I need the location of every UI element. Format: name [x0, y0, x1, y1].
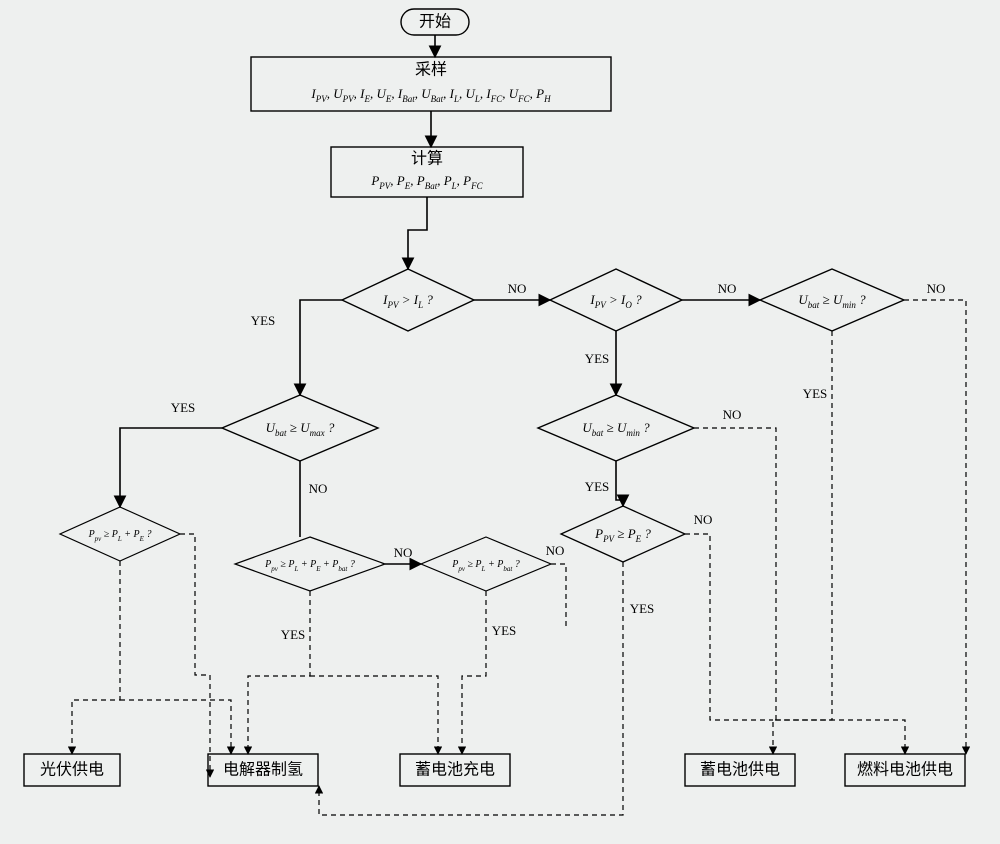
svg-text:YES: YES: [281, 627, 306, 642]
svg-text:NO: NO: [309, 481, 328, 496]
svg-text:YES: YES: [251, 313, 276, 328]
svg-text:NO: NO: [394, 545, 413, 560]
svg-text:YES: YES: [585, 479, 610, 494]
svg-text:YES: YES: [171, 400, 196, 415]
svg-text:YES: YES: [585, 351, 610, 366]
calc-title: 计算: [411, 149, 443, 168]
svg-text:NO: NO: [694, 512, 713, 527]
svg-text:电解器制氢: 电解器制氢: [223, 761, 303, 779]
flowchart: 开始 采样 IPV, UPV, IE, UE, IBat, UBat, IL, …: [0, 0, 1000, 844]
svg-text:YES: YES: [492, 623, 517, 638]
start-label: 开始: [419, 13, 451, 31]
svg-text:NO: NO: [508, 281, 527, 296]
canvas-bg: [0, 0, 1000, 844]
svg-text:燃料电池供电: 燃料电池供电: [857, 761, 953, 779]
svg-text:YES: YES: [803, 386, 828, 401]
svg-text:NO: NO: [546, 543, 565, 558]
svg-text:YES: YES: [630, 601, 655, 616]
svg-text:蓄电池充电: 蓄电池充电: [415, 761, 495, 779]
svg-text:NO: NO: [723, 407, 742, 422]
svg-text:光伏供电: 光伏供电: [40, 761, 104, 779]
sample-title: 采样: [415, 61, 447, 79]
svg-text:NO: NO: [927, 281, 946, 296]
svg-text:蓄电池供电: 蓄电池供电: [700, 761, 780, 779]
svg-text:NO: NO: [718, 281, 737, 296]
